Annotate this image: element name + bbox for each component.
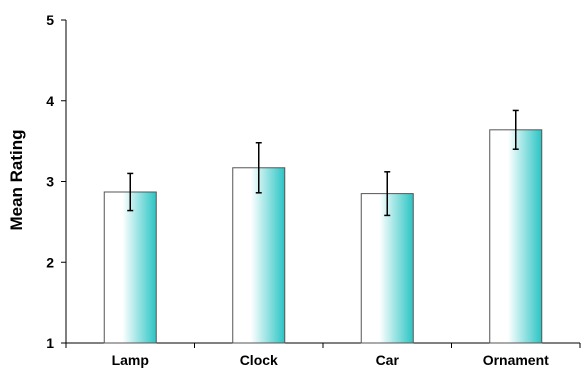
y-axis-title: Mean Rating (7, 129, 26, 230)
x-tick-label-ornament: Ornament (483, 352, 549, 368)
bar-ornament (489, 129, 543, 344)
plot-area: 1 2 3 4 5 Lamp Clock Car Ornament (46, 12, 581, 368)
x-tick-label-car: Car (376, 352, 400, 368)
bar-lamp (103, 191, 157, 344)
x-tick-label-clock: Clock (240, 352, 278, 368)
y-tick-label: 4 (46, 93, 54, 109)
y-tick-label: 5 (46, 12, 54, 28)
y-tick-label: 2 (46, 254, 54, 270)
bar-clock (232, 167, 286, 344)
y-tick-label: 3 (46, 174, 54, 190)
x-tick-label-lamp: Lamp (112, 352, 149, 368)
y-tick-label: 1 (46, 335, 54, 351)
